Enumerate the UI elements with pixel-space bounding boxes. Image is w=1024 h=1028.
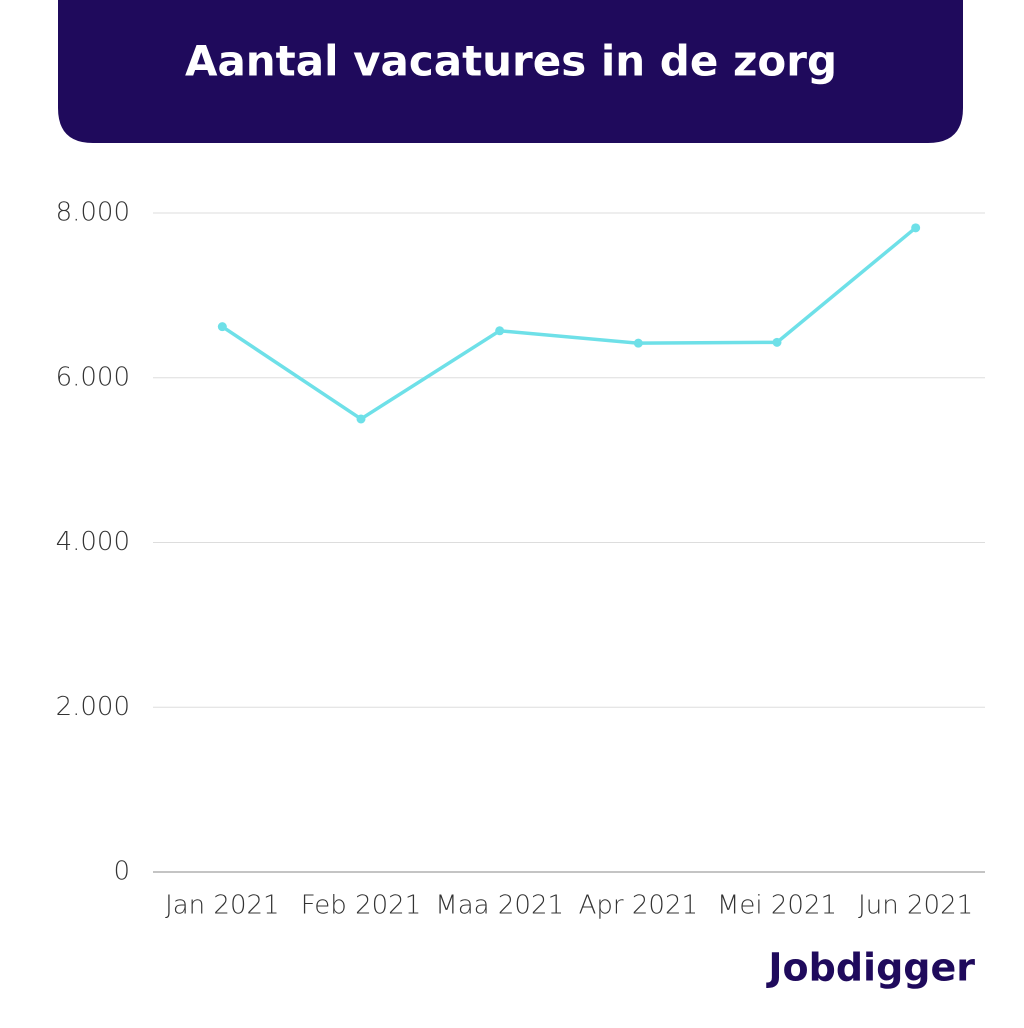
- x-tick-label: Mei 2021: [717, 891, 837, 921]
- title-banner: [58, 0, 963, 143]
- point: [356, 414, 366, 424]
- point: [495, 326, 505, 336]
- y-tick-label: 0: [113, 857, 130, 887]
- x-tick-label: Maa 2021: [435, 891, 564, 921]
- point: [217, 322, 227, 332]
- x-tick-label: Jan 2021: [165, 891, 280, 921]
- chart-title: Aantal vacatures in de zorg: [185, 37, 837, 86]
- x-tick-label: Feb 2021: [301, 891, 421, 921]
- y-tick-label: 6.000: [56, 362, 130, 392]
- x-tick-label: Apr 2021: [579, 891, 698, 921]
- y-tick-label: 2.000: [56, 692, 130, 722]
- y-tick-label: 8.000: [56, 198, 130, 228]
- point: [911, 223, 921, 233]
- y-tick-label: 4.000: [56, 527, 130, 557]
- point: [772, 337, 782, 347]
- x-tick-label: Jun 2021: [858, 891, 973, 921]
- logo: Jobdigger: [765, 946, 975, 990]
- point: [633, 338, 643, 348]
- line: [221, 226, 917, 422]
